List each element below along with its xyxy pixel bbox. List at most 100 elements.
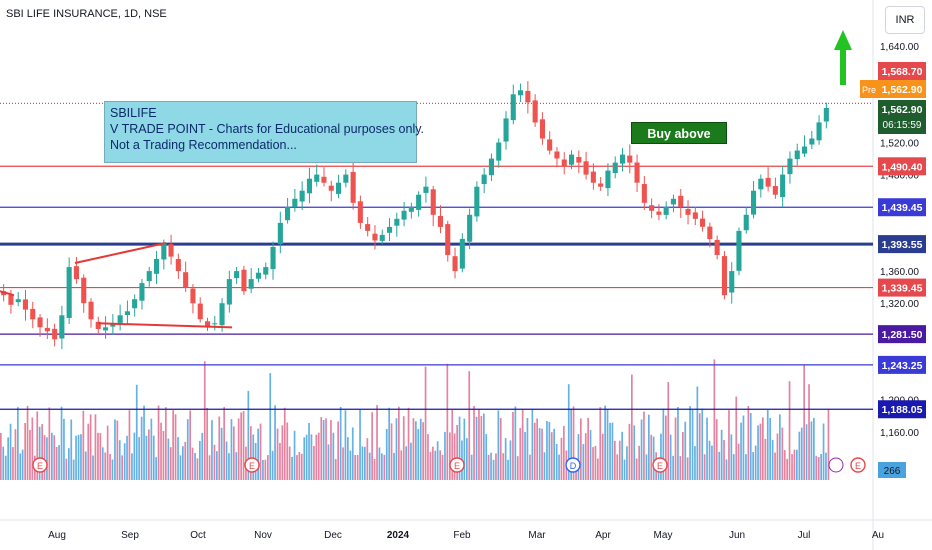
- volume-bar: [820, 454, 822, 480]
- volume-bar: [509, 440, 512, 480]
- volume-bar: [422, 422, 424, 480]
- event-marker-label: E: [855, 461, 861, 471]
- level-badge-label: 1,243.25: [882, 360, 923, 372]
- candle-body: [372, 233, 378, 241]
- volume-bar: [152, 435, 155, 480]
- volume-bar: [783, 450, 786, 480]
- x-tick-label: Sep: [121, 530, 139, 541]
- volume-bar: [788, 381, 791, 480]
- volume-bar: [725, 459, 728, 480]
- volume-bar: [70, 419, 73, 480]
- volume-bar: [672, 455, 674, 480]
- trend-line-lower: [97, 322, 233, 329]
- volume-bar: [774, 452, 776, 480]
- volume-bar: [718, 451, 721, 480]
- candle-body: [132, 299, 138, 309]
- volume-bar: [604, 405, 606, 480]
- volume-bar: [150, 418, 153, 480]
- pre-price-badge: [878, 80, 926, 98]
- volume-bar: [281, 425, 284, 480]
- volume-bar: [89, 414, 92, 480]
- volume-bar: [463, 418, 466, 480]
- y-tick-label: 1,640.00: [880, 42, 919, 53]
- volume-bar: [114, 419, 116, 480]
- volume-bar: [470, 454, 473, 480]
- volume-bar: [223, 407, 225, 480]
- volume-bar: [211, 420, 213, 480]
- candle-body: [299, 190, 305, 202]
- volume-bar: [815, 455, 818, 480]
- level-badge-label: 1,339.45: [882, 283, 923, 295]
- candle-body: [350, 171, 356, 203]
- volume-bar: [715, 419, 718, 480]
- volume-bar: [310, 434, 313, 480]
- volume-bar: [41, 424, 43, 480]
- volume-bar: [300, 453, 303, 480]
- candle-body: [146, 271, 152, 282]
- candle-body: [73, 266, 79, 280]
- volume-bar: [616, 454, 619, 480]
- y-tick-label: 1,320.00: [880, 299, 919, 310]
- volume-bar: [276, 428, 279, 480]
- volume-bar: [250, 426, 252, 480]
- volume-bar: [740, 422, 742, 480]
- candle-body: [277, 222, 283, 245]
- volume-bar: [383, 454, 386, 480]
- candle-body: [649, 205, 655, 211]
- volume-bar: [749, 413, 752, 480]
- volume-bar: [313, 445, 315, 480]
- volume-bar: [822, 423, 825, 480]
- volume-bar: [529, 454, 531, 480]
- candle-body: [44, 327, 50, 332]
- currency-button[interactable]: INR: [885, 6, 925, 34]
- volume-bar: [194, 453, 196, 480]
- level-badge: [878, 325, 926, 344]
- candle-body: [576, 157, 582, 163]
- volume-bar: [621, 431, 623, 480]
- volume-bar: [446, 363, 449, 480]
- volume-bar: [798, 431, 801, 480]
- candle-body: [314, 174, 320, 182]
- candle-body: [248, 279, 254, 289]
- volume-bar: [133, 432, 136, 480]
- volume-bar: [417, 429, 420, 480]
- candle-body: [765, 177, 771, 187]
- volume-bar: [148, 429, 150, 480]
- chart-title: SBI LIFE INSURANCE, 1D, NSE: [6, 8, 167, 20]
- candle-body: [663, 206, 669, 215]
- volume-bar: [53, 435, 56, 480]
- event-marker-icon: [244, 457, 260, 473]
- volume-bar: [271, 450, 274, 480]
- level-badge-label: 1,281.50: [882, 329, 923, 341]
- volume-bar: [84, 451, 87, 480]
- candle-body: [81, 277, 87, 304]
- volume-bar: [368, 452, 371, 480]
- volume-bar: [264, 459, 267, 480]
- volume-bar: [796, 449, 798, 480]
- volume-bar: [398, 406, 400, 480]
- x-tick-label: Jul: [798, 530, 811, 541]
- volume-bar: [7, 437, 9, 480]
- volume-bar: [72, 459, 75, 480]
- volume-bar: [199, 441, 201, 480]
- volume-bar: [752, 452, 754, 480]
- volume-bar: [131, 453, 133, 480]
- volume-bar: [497, 410, 500, 480]
- volume-bar: [330, 420, 332, 480]
- pre-market-tag-label: Pre: [862, 85, 876, 95]
- volume-bar: [218, 416, 221, 480]
- volume-bar: [259, 423, 262, 480]
- volume-bar: [334, 459, 337, 480]
- volume-bar: [38, 426, 41, 480]
- volume-bar: [441, 454, 444, 480]
- volume-bar: [155, 457, 157, 480]
- current-price-badge-label: 1,562.90: [882, 104, 923, 116]
- event-marker-label: E: [657, 461, 663, 471]
- y-tick-label: 1,480.00: [880, 171, 919, 182]
- candle-body: [306, 178, 312, 194]
- volume-bar: [179, 455, 182, 480]
- volume-bar: [347, 437, 349, 480]
- volume-bar: [111, 459, 114, 480]
- volume-bar: [48, 407, 51, 480]
